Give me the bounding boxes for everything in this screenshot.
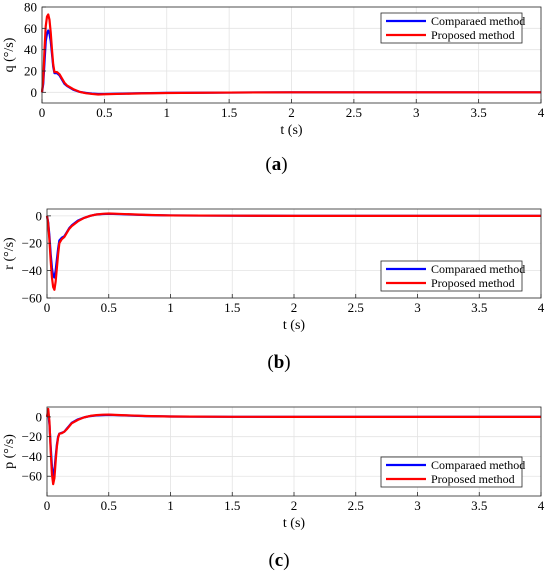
x-axis-label: t (s) <box>283 516 306 531</box>
x-tick-label: 3 <box>413 105 420 120</box>
x-tick-label: 4 <box>538 105 545 120</box>
legend-label: Proposed method <box>431 276 515 290</box>
x-tick-label: 4 <box>538 498 545 513</box>
legend-box <box>380 12 523 44</box>
x-tick-label: 2 <box>291 300 298 315</box>
x-axis-label: t (s) <box>280 123 303 138</box>
legend-label: Comparaed method <box>431 14 525 28</box>
x-tick-label: 1.5 <box>224 498 240 513</box>
x-tick-label: 2 <box>291 498 298 513</box>
x-tick-label: 3.5 <box>471 105 487 120</box>
x-tick-label: 3 <box>414 300 421 315</box>
panel-caption: (b) <box>267 352 290 373</box>
y-axis-label: p (°/s) <box>2 434 17 469</box>
y-tick-label: −60 <box>22 291 42 306</box>
x-tick-label: 1 <box>167 300 174 315</box>
x-tick-label: 3 <box>414 498 421 513</box>
y-tick-label: −40 <box>22 263 42 278</box>
panel-caption: (c) <box>268 550 289 571</box>
x-tick-label: 0 <box>44 498 51 513</box>
y-tick-label: 60 <box>24 21 37 36</box>
y-tick-label: −60 <box>22 469 42 484</box>
legend-label: Comparaed method <box>431 458 525 472</box>
x-tick-label: 0.5 <box>101 498 117 513</box>
legend-label: Comparaed method <box>431 262 525 276</box>
y-tick-label: −20 <box>22 429 42 444</box>
x-tick-label: 2.5 <box>346 105 362 120</box>
legend-box <box>380 456 523 488</box>
x-tick-label: 1 <box>164 105 171 120</box>
x-tick-label: 0.5 <box>101 300 117 315</box>
y-tick-label: 0 <box>31 85 38 100</box>
y-axis-label: r (°/s) <box>2 237 17 270</box>
series-line-proposed <box>45 407 541 486</box>
x-tick-label: 1.5 <box>224 300 240 315</box>
series-line-proposed <box>40 13 541 96</box>
chart-panel-3: 0 0.5 1 1.5 2 2.5 3 3.5 4 −60 −40 −20 0 t (s) p (°/s) C… <box>2 406 545 571</box>
y-tick-label: 0 <box>36 208 43 223</box>
y-tick-label: 0 <box>36 409 43 424</box>
x-tick-label: 0 <box>44 300 51 315</box>
x-tick-label: 3.5 <box>471 498 487 513</box>
x-tick-label: 3.5 <box>471 300 487 315</box>
chart-panel-2: 0 0.5 1 1.5 2 2.5 3 3.5 4 −60 −40 −20 0 t (s) r (°/s) C… <box>2 208 545 373</box>
x-tick-label: 2.5 <box>348 498 364 513</box>
legend-label: Proposed method <box>431 472 515 486</box>
series-line-proposed <box>45 212 541 291</box>
x-tick-label: 0 <box>39 105 46 120</box>
y-tick-label: −40 <box>22 449 42 464</box>
legend-box <box>380 260 523 292</box>
x-tick-label: 2.5 <box>348 300 364 315</box>
x-tick-label: 4 <box>538 300 545 315</box>
y-tick-label: 40 <box>24 42 37 57</box>
y-tick-label: −20 <box>22 236 42 251</box>
y-axis-label: q (°/s) <box>2 37 17 72</box>
x-axis-label: t (s) <box>283 318 306 333</box>
x-tick-label: 1.5 <box>221 105 237 120</box>
x-tick-label: 1 <box>167 498 174 513</box>
y-tick-label: 20 <box>24 64 37 79</box>
x-tick-label: 0.5 <box>96 105 112 120</box>
legend-label: Proposed method <box>431 28 515 42</box>
x-tick-label: 2 <box>288 105 295 120</box>
y-tick-label: 80 <box>24 0 37 15</box>
panel-caption: (a) <box>265 154 287 175</box>
